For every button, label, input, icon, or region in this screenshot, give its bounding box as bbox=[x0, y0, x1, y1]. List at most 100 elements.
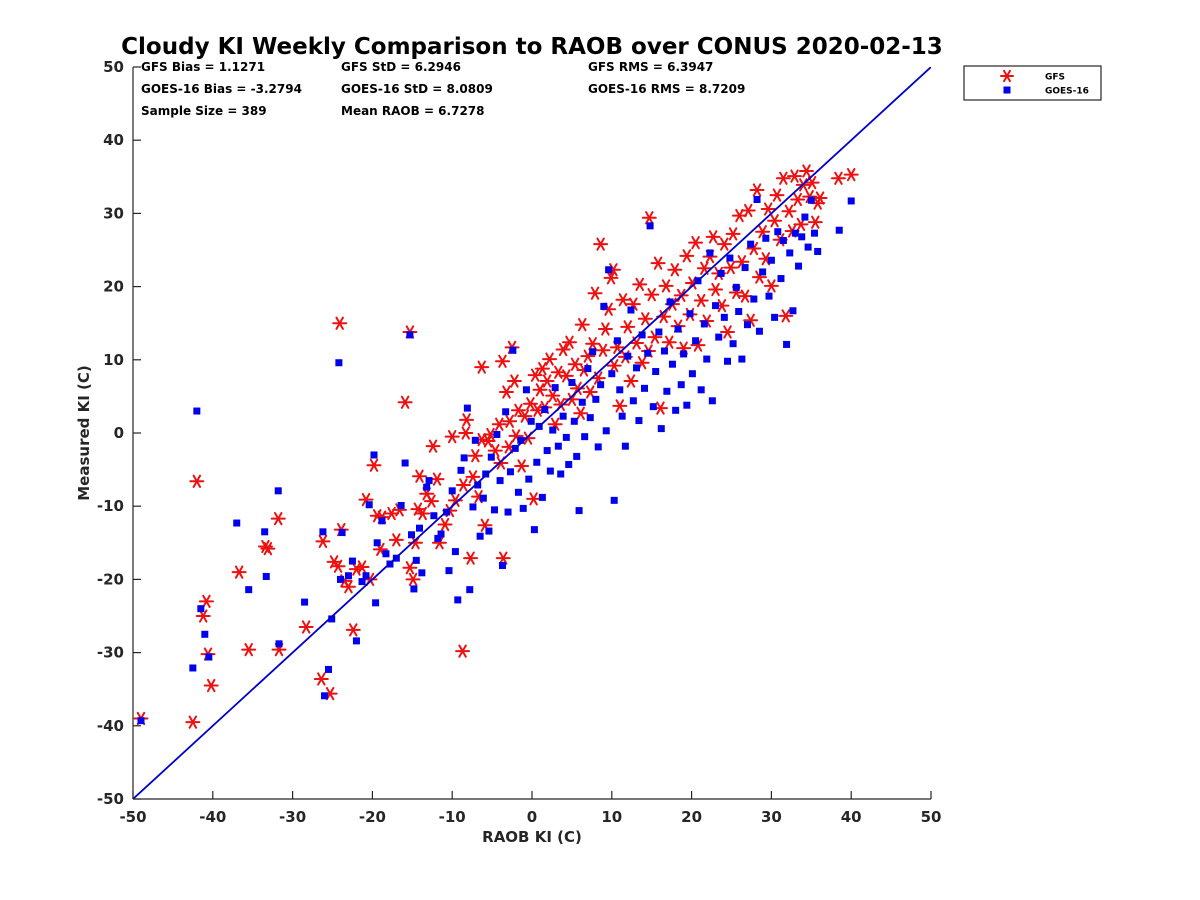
data-point bbox=[261, 528, 269, 536]
x-tick-label: -30 bbox=[279, 808, 306, 826]
stat-text: GOES-16 StD = 8.0809 bbox=[341, 82, 493, 96]
data-point bbox=[423, 494, 439, 508]
data-point bbox=[807, 215, 823, 229]
data-point bbox=[482, 470, 490, 478]
y-tick-label: -20 bbox=[97, 570, 124, 588]
data-point bbox=[336, 575, 344, 583]
y-tick-label: 40 bbox=[103, 131, 124, 149]
data-point bbox=[661, 335, 677, 349]
data-point bbox=[415, 506, 431, 521]
data-point bbox=[496, 477, 504, 485]
data-point bbox=[778, 309, 794, 323]
y-tick-label: 0 bbox=[114, 424, 124, 442]
data-point bbox=[260, 542, 276, 556]
data-point bbox=[301, 598, 309, 606]
data-point bbox=[740, 203, 756, 218]
data-point bbox=[554, 442, 562, 450]
y-axis-label: Measured KI (C) bbox=[75, 365, 93, 501]
data-point bbox=[573, 406, 589, 420]
data-point bbox=[517, 409, 533, 423]
data-point bbox=[471, 436, 479, 444]
data-point bbox=[674, 325, 682, 333]
data-point bbox=[683, 401, 691, 409]
data-point bbox=[205, 653, 213, 661]
data-point bbox=[425, 477, 433, 485]
data-point bbox=[233, 519, 241, 527]
data-point bbox=[804, 176, 820, 190]
data-point bbox=[627, 306, 635, 314]
legend-box bbox=[963, 65, 1102, 101]
data-point bbox=[567, 357, 583, 371]
data-point bbox=[633, 364, 641, 372]
data-point bbox=[635, 417, 643, 425]
x-axis-label: RAOB KI (C) bbox=[482, 828, 582, 846]
data-point bbox=[491, 417, 507, 431]
stat-text: Sample Size = 389 bbox=[141, 104, 267, 118]
data-point bbox=[755, 327, 763, 335]
data-point bbox=[366, 458, 382, 472]
data-point bbox=[801, 213, 809, 221]
data-point bbox=[644, 349, 652, 357]
data-point bbox=[763, 279, 779, 293]
data-point bbox=[589, 348, 597, 356]
data-point bbox=[680, 350, 688, 358]
data-point bbox=[459, 413, 475, 427]
series-gfs bbox=[133, 164, 859, 729]
data-point bbox=[795, 262, 803, 270]
data-point bbox=[262, 572, 270, 580]
data-point bbox=[402, 561, 418, 575]
data-point bbox=[241, 643, 257, 657]
data-point bbox=[605, 266, 613, 274]
data-point bbox=[787, 169, 803, 183]
data-point bbox=[502, 408, 510, 416]
data-point bbox=[195, 609, 211, 623]
data-point bbox=[551, 384, 559, 392]
data-point bbox=[498, 385, 514, 399]
data-point bbox=[586, 414, 594, 422]
data-point bbox=[545, 389, 561, 403]
data-point bbox=[767, 214, 783, 228]
x-tick-label: -40 bbox=[199, 808, 226, 826]
data-point bbox=[198, 594, 214, 608]
data-point bbox=[565, 460, 573, 468]
data-point bbox=[720, 313, 728, 321]
data-point bbox=[465, 470, 481, 484]
data-point bbox=[510, 403, 526, 417]
data-point bbox=[623, 374, 639, 388]
x-tick-label: 0 bbox=[527, 808, 537, 826]
data-point bbox=[737, 289, 753, 303]
data-point bbox=[660, 347, 668, 355]
data-point bbox=[455, 478, 471, 492]
data-point bbox=[602, 427, 610, 435]
data-point bbox=[539, 374, 555, 388]
data-point bbox=[448, 487, 456, 495]
y-tick-label: -50 bbox=[97, 790, 124, 808]
data-point bbox=[789, 307, 797, 315]
data-point bbox=[779, 236, 787, 244]
data-point bbox=[573, 452, 581, 460]
data-point bbox=[455, 644, 471, 658]
data-point bbox=[781, 204, 797, 218]
data-point bbox=[546, 467, 554, 475]
data-point bbox=[532, 383, 548, 397]
data-point bbox=[338, 529, 346, 537]
data-point bbox=[525, 475, 533, 483]
data-point bbox=[444, 430, 460, 444]
data-point bbox=[418, 569, 426, 577]
data-point bbox=[621, 442, 629, 450]
data-point bbox=[582, 385, 598, 399]
data-point bbox=[574, 318, 590, 332]
data-point bbox=[610, 496, 618, 504]
data-point bbox=[667, 263, 683, 277]
data-point bbox=[522, 397, 538, 411]
data-point bbox=[613, 337, 621, 345]
data-point bbox=[494, 354, 510, 368]
data-point bbox=[629, 336, 645, 350]
data-point bbox=[771, 313, 779, 321]
data-point bbox=[677, 381, 685, 389]
data-point bbox=[616, 386, 624, 394]
data-point bbox=[835, 226, 843, 234]
data-point bbox=[411, 469, 427, 483]
